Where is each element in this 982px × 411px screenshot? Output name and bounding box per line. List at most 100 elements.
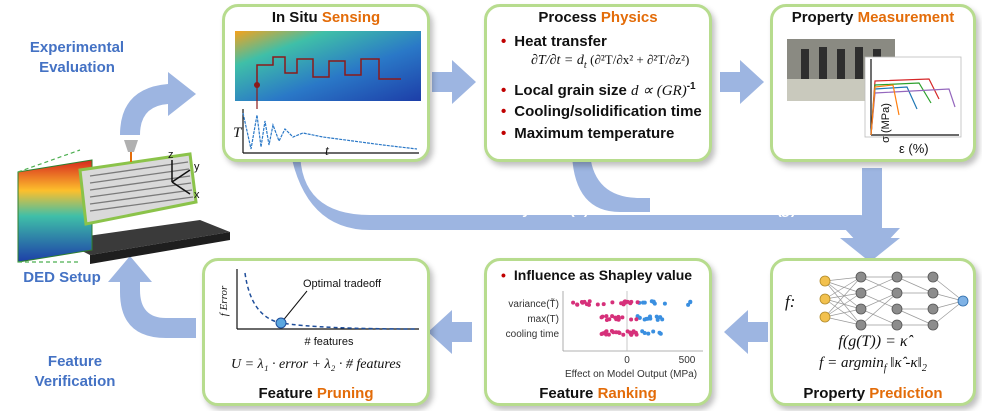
shapley-point [604, 329, 609, 334]
svg-text:Effect on Model Output (MPa): Effect on Model Output (MPa) [565, 369, 697, 380]
svg-text:σ (MPa): σ (MPa) [880, 103, 892, 143]
shapley-point [633, 330, 638, 335]
shapley-points [571, 299, 693, 337]
setup-to-sensing-arrow [120, 72, 196, 135]
svg-text:cooling time: cooling time [506, 329, 560, 340]
shapley-point [642, 300, 647, 305]
base-plate [60, 220, 230, 255]
shapley-point [600, 331, 605, 336]
shapley-point [646, 331, 651, 336]
shapley-point [651, 329, 656, 334]
utility-equation: U = λ₁ · error + λ₂ · # features [231, 357, 401, 372]
svg-text:variance(T̃): variance(T̃) [508, 297, 559, 310]
in-situ-sensing-panel: In Situ Sensing T t [222, 4, 430, 162]
thermal-frame [235, 31, 421, 101]
shapley-point [657, 330, 662, 335]
shapley-point [575, 302, 580, 307]
bullet-max-temperature: • Maximum temperature [501, 125, 675, 142]
property-measurement-panel: Property Measurement σ (MPa) ε (%) [770, 4, 976, 162]
physics-to-band [572, 155, 650, 212]
bullet-grain-size: • Local grain size d ∝ (GR)-1 [501, 81, 696, 99]
shapley-point [621, 332, 626, 337]
experimental-evaluation-label: Experimental Evaluation [29, 39, 125, 76]
shapley-point [629, 332, 634, 337]
svg-text:T: T [233, 125, 243, 141]
shapley-point [595, 302, 600, 307]
shapley-point [616, 330, 621, 335]
shapley-point [600, 314, 605, 319]
ded-setup-label: DED Setup [23, 269, 101, 286]
svg-text:f Error: f Error [218, 285, 230, 316]
svg-text:ε (%): ε (%) [899, 141, 929, 156]
physics-to-measurement-arrow [720, 60, 764, 104]
feature-pruning-panel: Optimal tradeoff f Error # features U = … [202, 258, 430, 406]
shapley-point [658, 315, 663, 320]
shapley-point [614, 317, 619, 322]
shapley-point [645, 316, 650, 321]
shapley-point [654, 314, 659, 319]
sensing-to-physics-arrow [432, 60, 476, 104]
svg-text:# features: # features [305, 336, 354, 348]
neural-network-diagram: f: [785, 271, 969, 331]
ded-setup-illustration: z y x [17, 140, 230, 264]
svg-text:x: x [194, 189, 200, 201]
panel-title: Feature Ranking [539, 385, 657, 402]
argmin-equation: f = argminf ‖κ̂ -κ‖2 [819, 355, 927, 374]
xyz-axes-icon [171, 160, 191, 195]
shapley-point [652, 301, 657, 306]
bullet-heat-transfer: • Heat transfer [501, 33, 607, 50]
svg-text:Optimal tradeoff: Optimal tradeoff [303, 278, 382, 290]
tradeoff-plot: Optimal tradeoff f Error # features [218, 269, 419, 348]
svg-text:500: 500 [679, 355, 696, 366]
shapley-point [571, 300, 576, 305]
shapley-point [587, 299, 592, 304]
svg-text:f:: f: [785, 292, 795, 311]
shapley-point [604, 314, 609, 319]
flow-band [290, 150, 900, 262]
thermal-history-label: Thermal history data (T) [418, 201, 589, 218]
shapley-subtitle: • Influence as Shapley value [501, 267, 693, 283]
error-curve [244, 272, 418, 330]
measurement-to-prediction-arrow [844, 168, 900, 258]
process-physics-panel: Process Physics • Heat transfer ∂T/∂t = d… [484, 4, 712, 162]
shapley-point [629, 299, 634, 304]
shapley-point [642, 331, 647, 335]
optimal-point [275, 317, 287, 329]
heat-equation: ∂T/∂t = dt (∂²T/∂x² + ∂²T/∂z²) [531, 52, 690, 71]
temperature-trace [242, 112, 418, 150]
shapley-point [623, 300, 628, 305]
shapley-beeswarm-plot: variance(T̃) max(T) cooling time 0 500 E… [506, 291, 703, 380]
prediction-to-ranking-arrow [724, 310, 768, 354]
shapley-point [629, 317, 634, 322]
thermal-history-plot: T t [233, 31, 421, 157]
feature-extractor-label: Feature extractor (g) [650, 201, 796, 218]
ranking-to-pruning-arrow [428, 310, 472, 354]
bullet-cooling-time: • Cooling/solidification time [501, 103, 702, 120]
svg-text:max(T): max(T) [527, 314, 559, 325]
shapley-point [635, 300, 640, 305]
feature-verification-label: Feature Verification [34, 353, 116, 390]
shapley-point [607, 317, 612, 322]
shapley-point [601, 302, 606, 307]
shapley-point [688, 300, 693, 305]
shapley-point [610, 300, 615, 305]
shapley-point [611, 330, 616, 335]
curve-plot-bg [864, 56, 962, 138]
panel-title: Process Physics [538, 9, 658, 26]
thermal-image [17, 159, 93, 263]
nozzle [124, 140, 138, 152]
svg-text:z: z [168, 149, 174, 161]
shapley-point [642, 317, 647, 322]
feature-ranking-panel: • Influence as Shapley value variance(T̃)… [484, 258, 712, 406]
prediction-equation: f(g(T)) = κ̂ [838, 333, 908, 350]
shapley-point [634, 317, 639, 322]
pruning-to-setup-arrow [108, 256, 196, 338]
property-prediction-panel: f: f(g(T)) = κ̂ f = argminf ‖κ̂ -κ‖2 Pro… [770, 258, 976, 406]
panel-title: In Situ Sensing [271, 9, 381, 26]
shapley-point [606, 332, 611, 337]
shapley-point [637, 315, 642, 320]
shapley-point [655, 317, 660, 322]
shapley-point [662, 301, 667, 306]
shapley-point [604, 332, 609, 337]
